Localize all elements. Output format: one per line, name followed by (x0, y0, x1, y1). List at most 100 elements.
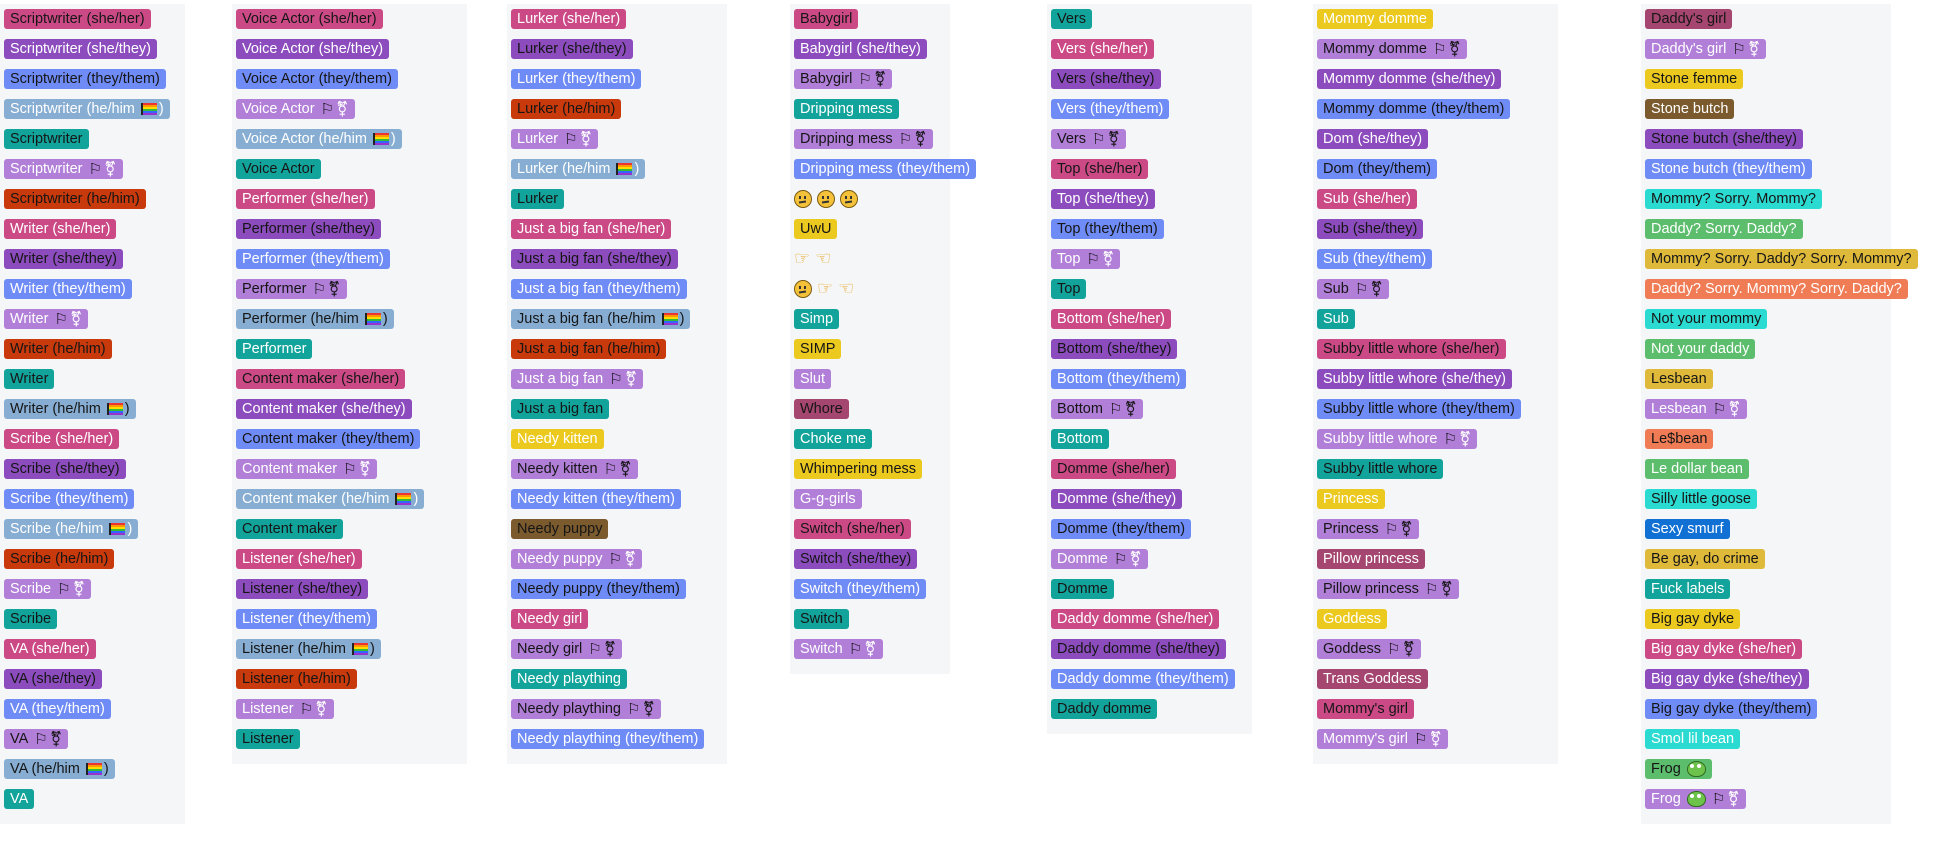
role-tag[interactable]: Bottom (they/them) (1051, 369, 1187, 389)
role-tag[interactable]: Sub (she/they) (1317, 219, 1424, 239)
role-tag[interactable]: Writer (he/him) (4, 399, 136, 419)
role-tag[interactable]: Daddy's girl (1645, 9, 1733, 29)
role-tag[interactable]: Switch (they/them) (794, 579, 927, 599)
role-tag[interactable]: Needy plaything (511, 669, 627, 689)
role-tag[interactable]: Needy girl (511, 609, 589, 629)
role-tag[interactable]: Daddy? Sorry. Daddy? (1645, 219, 1803, 239)
role-tag[interactable]: Vers (1051, 9, 1093, 29)
role-tag[interactable]: VA (4, 789, 35, 809)
role-tag[interactable]: Performer (they/them) (236, 249, 390, 269)
role-tag[interactable]: Switch ⚐ ⚧ (794, 639, 883, 659)
role-tag[interactable]: Scribe (they/them) (4, 489, 135, 509)
role-tag[interactable]: Lurker (he/him) (511, 99, 622, 119)
role-tag[interactable]: Bottom (1051, 429, 1109, 449)
role-tag[interactable]: Pillow princess ⚐ ⚧ (1317, 579, 1459, 599)
role-tag[interactable]: Smol lil bean (1645, 729, 1741, 749)
role-tag[interactable]: Voice Actor (he/him) (236, 129, 402, 149)
role-tag[interactable]: Sub (1317, 309, 1355, 329)
role-tag[interactable]: Just a big fan (they/them) (511, 279, 687, 299)
role-tag[interactable]: Writer (he/him) (4, 339, 112, 359)
role-tag[interactable]: ☞ ☜ (794, 279, 857, 299)
role-tag[interactable]: ☞ ☜ (794, 249, 834, 269)
role-tag[interactable]: Bottom ⚐ ⚧ (1051, 399, 1143, 419)
role-tag[interactable]: Simp (794, 309, 840, 329)
role-tag[interactable]: Daddy domme (1051, 699, 1158, 719)
role-tag[interactable]: Lurker (511, 189, 565, 209)
role-tag[interactable]: Babygirl (she/they) (794, 39, 927, 59)
role-tag[interactable]: SIMP (794, 339, 842, 359)
role-tag[interactable]: Lurker (she/her) (511, 9, 627, 29)
role-tag[interactable]: Vers (they/them) (1051, 99, 1170, 119)
role-tag[interactable]: Content maker (she/her) (236, 369, 406, 389)
role-tag[interactable]: Daddy's girl ⚐ ⚧ (1645, 39, 1767, 59)
role-tag[interactable]: Scriptwriter (they/them) (4, 69, 166, 89)
role-tag[interactable]: Listener (she/her) (236, 549, 362, 569)
role-tag[interactable]: Mommy's girl ⚐ ⚧ (1317, 729, 1448, 749)
role-tag[interactable]: Daddy domme (she/her) (1051, 609, 1220, 629)
role-tag[interactable]: Scribe (4, 609, 58, 629)
role-tag[interactable]: Voice Actor (she/her) (236, 9, 383, 29)
role-tag[interactable]: Trans Goddess (1317, 669, 1428, 689)
role-tag[interactable]: Big gay dyke (she/they) (1645, 669, 1809, 689)
role-tag[interactable]: VA ⚐ ⚧ (4, 729, 69, 749)
role-tag[interactable]: Mommy's girl (1317, 699, 1414, 719)
role-tag[interactable]: Writer ⚐ ⚧ (4, 309, 89, 329)
role-tag[interactable]: Lurker (he/him) (511, 159, 646, 179)
role-tag[interactable]: Sub ⚐ ⚧ (1317, 279, 1389, 299)
role-tag[interactable]: Fuck labels (1645, 579, 1731, 599)
role-tag[interactable]: Dom (they/them) (1317, 159, 1437, 179)
role-tag[interactable]: Babygirl (794, 9, 859, 29)
role-tag[interactable]: Needy girl ⚐ ⚧ (511, 639, 623, 659)
role-tag[interactable]: Switch (794, 609, 849, 629)
role-tag[interactable]: Stone butch (they/them) (1645, 159, 1812, 179)
role-tag[interactable]: Performer ⚐ ⚧ (236, 279, 347, 299)
role-tag[interactable]: VA (he/him) (4, 759, 115, 779)
role-tag[interactable]: VA (they/them) (4, 699, 111, 719)
role-tag[interactable]: VA (she/they) (4, 669, 102, 689)
role-tag[interactable]: Stone butch (she/they) (1645, 129, 1803, 149)
role-tag[interactable]: Big gay dyke (1645, 609, 1741, 629)
role-tag[interactable]: Domme (she/her) (1051, 459, 1176, 479)
role-tag[interactable]: Scriptwriter (he/him) (4, 99, 170, 119)
role-tag[interactable]: Not your daddy (1645, 339, 1756, 359)
role-tag[interactable]: Top (she/her) (1051, 159, 1149, 179)
role-tag[interactable]: VA (she/her) (4, 639, 96, 659)
role-tag[interactable]: Top (she/they) (1051, 189, 1155, 209)
role-tag[interactable]: Stone butch (1645, 99, 1735, 119)
role-tag[interactable]: Goddess ⚐ ⚧ (1317, 639, 1422, 659)
role-tag[interactable]: Just a big fan (he/him) (511, 309, 691, 329)
role-tag[interactable]: Scribe (he/him) (4, 519, 139, 539)
role-tag[interactable]: Performer (236, 339, 313, 359)
role-tag[interactable]: Needy kitten ⚐ ⚧ (511, 459, 638, 479)
role-tag[interactable]: Just a big fan (she/her) (511, 219, 672, 239)
role-tag[interactable]: Scribe (he/him) (4, 549, 115, 569)
role-tag[interactable]: Switch (she/her) (794, 519, 911, 539)
role-tag[interactable]: Top ⚐ ⚧ (1051, 249, 1121, 269)
role-tag[interactable]: Listener ⚐ ⚧ (236, 699, 334, 719)
role-tag[interactable]: Mommy? Sorry. Mommy? (1645, 189, 1822, 209)
role-tag[interactable]: Voice Actor (she/they) (236, 39, 390, 59)
role-tag[interactable]: Listener (they/them) (236, 609, 377, 629)
role-tag[interactable]: Writer (4, 369, 55, 389)
role-tag[interactable]: Choke me (794, 429, 873, 449)
role-tag[interactable]: Scriptwriter (he/him) (4, 189, 146, 209)
role-tag[interactable]: Dripping mess (they/them) (794, 159, 977, 179)
role-tag[interactable]: Daddy? Sorry. Mommy? Sorry. Daddy? (1645, 279, 1908, 299)
role-tag[interactable]: Le dollar bean (1645, 459, 1749, 479)
role-tag[interactable]: Writer (they/them) (4, 279, 132, 299)
role-tag[interactable]: Voice Actor ⚐ ⚧ (236, 99, 355, 119)
role-tag[interactable]: Just a big fan (he/him) (511, 339, 667, 359)
role-tag[interactable]: UwU (794, 219, 838, 239)
role-tag[interactable]: Princess ⚐ ⚧ (1317, 519, 1419, 539)
role-tag[interactable]: Daddy domme (she/they) (1051, 639, 1226, 659)
role-tag[interactable]: Lurker (they/them) (511, 69, 642, 89)
role-tag[interactable]: Mommy domme ⚐ ⚧ (1317, 39, 1467, 59)
role-tag[interactable]: Sub (she/her) (1317, 189, 1417, 209)
role-tag[interactable] (794, 189, 861, 209)
role-tag[interactable]: Needy plaything ⚐ ⚧ (511, 699, 662, 719)
role-tag[interactable]: Content maker (he/him) (236, 489, 425, 509)
role-tag[interactable]: Just a big fan (511, 399, 610, 419)
role-tag[interactable]: Babygirl ⚐ ⚧ (794, 69, 893, 89)
role-tag[interactable]: Slut (794, 369, 831, 389)
role-tag[interactable]: Sexy smurf (1645, 519, 1730, 539)
